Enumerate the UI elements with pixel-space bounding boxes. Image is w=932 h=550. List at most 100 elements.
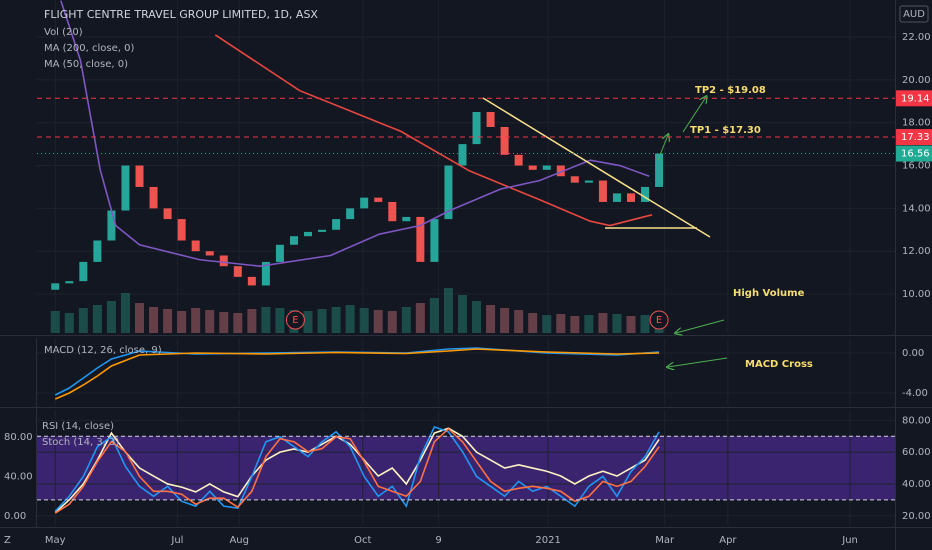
x-tick-label: Oct: [354, 535, 371, 546]
legend-entry: MACD (12, 26, close, 9): [44, 345, 162, 356]
volume-bar: [429, 298, 439, 333]
volume-bar: [640, 315, 650, 333]
volume-bar: [78, 308, 88, 333]
candle-body: [107, 210, 116, 241]
volume-bar: [542, 315, 552, 333]
volume-bar: [275, 308, 285, 333]
annotation: MACD Cross: [745, 359, 813, 370]
series-line: [214, 34, 653, 227]
candle-body: [458, 144, 467, 166]
price-pane: [37, 0, 895, 333]
series-line: [60, 0, 650, 267]
volume-bar: [135, 303, 145, 333]
x-tick-label: Jul: [170, 535, 183, 546]
y-tick-label: 12.00: [902, 246, 931, 257]
arrow: [657, 135, 668, 161]
volume-bar: [50, 311, 60, 333]
volume-bar: [317, 309, 327, 333]
legend-entry: RSI (14, close): [42, 421, 114, 432]
candle-body: [289, 236, 298, 245]
volume-bar: [570, 316, 580, 333]
volume-bar: [500, 308, 510, 333]
legend-entry: MA (200, close, 0): [44, 43, 134, 54]
volume-bar: [331, 307, 341, 333]
volume-bar: [219, 312, 229, 333]
volume-bar: [247, 309, 257, 333]
candle-body: [570, 176, 579, 183]
volume-bar: [556, 314, 566, 333]
candle-body: [514, 154, 523, 166]
event-marker: [649, 310, 669, 330]
volume-bar: [626, 316, 636, 333]
candle-body: [205, 251, 214, 256]
zoom-icon[interactable]: Z: [4, 535, 11, 546]
candle-body: [93, 240, 102, 262]
volume-bar: [387, 311, 397, 333]
candle-body: [584, 180, 593, 183]
x-tick-label: 2021: [535, 535, 560, 546]
candle-body: [612, 193, 621, 202]
legend-entry: Stoch (14, 3, 3): [42, 437, 119, 448]
candle-body: [556, 165, 565, 177]
candle-body: [486, 111, 495, 127]
volume-bar: [486, 305, 496, 333]
arrow: [676, 319, 725, 333]
candle-body: [402, 216, 411, 222]
candle-body: [191, 240, 200, 252]
volume-bar: [64, 313, 74, 333]
candle-body: [388, 201, 397, 222]
candle-body: [304, 231, 313, 237]
volume-bar: [528, 313, 538, 333]
candle-body: [598, 180, 607, 202]
candle-body: [261, 261, 270, 286]
candle-body: [318, 229, 327, 232]
price-label-box: [896, 90, 932, 107]
volume-bar: [584, 315, 594, 333]
volume-bar: [261, 307, 271, 333]
event-marker: [285, 310, 305, 330]
volume-bar: [443, 288, 453, 333]
y-tick-label: 80.00: [4, 432, 33, 443]
y-tick-label: 10.00: [902, 289, 931, 300]
volume-bar: [472, 301, 482, 333]
candle-body: [346, 208, 355, 220]
candle-body: [51, 283, 60, 290]
x-tick-label: 9: [435, 535, 441, 546]
y-tick-label: 20.00: [902, 75, 931, 86]
candle-body: [500, 126, 509, 155]
y-tick-label: 0.00: [4, 511, 26, 522]
volume-bar: [233, 313, 243, 333]
volume-bar: [120, 293, 130, 333]
volume-bar: [345, 305, 355, 333]
y-tick-label: 80.00: [902, 415, 931, 426]
currency-box[interactable]: [899, 5, 929, 23]
series-line: [54, 427, 660, 514]
arrow: [682, 97, 706, 133]
candle-body: [275, 244, 284, 262]
y-tick-label: 14.00: [902, 203, 931, 214]
trend-line: [482, 97, 711, 238]
candle-body: [542, 165, 551, 170]
y-tick-label: 18.00: [902, 118, 931, 129]
volume-bar: [457, 295, 467, 333]
candle-body: [219, 255, 228, 267]
candle-body: [79, 261, 88, 282]
candle-body: [627, 193, 635, 202]
candle-body: [332, 219, 341, 230]
candle-body: [528, 165, 537, 170]
event-label: E: [656, 315, 662, 326]
volume-bar: [415, 303, 425, 333]
x-tick-label: Jun: [841, 535, 858, 546]
volume-bar: [598, 313, 608, 333]
candle-body: [430, 219, 439, 262]
candle-body: [247, 276, 256, 286]
volume-bar: [92, 305, 102, 333]
candle-body: [163, 208, 172, 220]
volume-bar: [191, 308, 201, 333]
legend-entry: Vol (20): [44, 27, 83, 38]
y-tick-label: 40.00: [902, 479, 931, 490]
chart-title: FLIGHT CENTRE TRAVEL GROUP LIMITED, 1D, …: [44, 8, 318, 21]
volume-bar: [205, 310, 215, 333]
series-line: [54, 348, 660, 400]
candle-body: [360, 197, 369, 209]
